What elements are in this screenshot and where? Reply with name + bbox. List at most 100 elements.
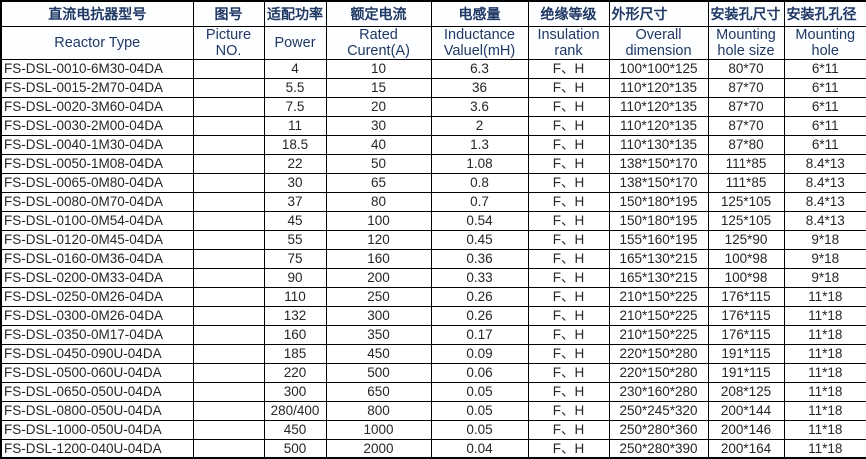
inductance-cell: 0.06 bbox=[430, 362, 529, 383]
inductance-cell: 0.8 bbox=[430, 172, 529, 193]
insulation-rank-cell: F、H bbox=[527, 362, 610, 383]
table-row: FS-DSL-0160-0M36-04DA 75 160 0.36 F、H 165*130… bbox=[0, 248, 866, 269]
table-header: 直流电抗器型号 图号 适配功率 额定电流 电感量 绝缘等级 外形尺寸 安装孔尺寸… bbox=[0, 0, 866, 60]
power-cell: 7.5 bbox=[263, 96, 327, 117]
power-cell: 37 bbox=[263, 191, 327, 212]
reactor-type-cell: FS-DSL-0080-0M70-04DA bbox=[0, 191, 194, 212]
reactor-type-cell: FS-DSL-0015-2M70-04DA bbox=[0, 77, 194, 98]
rated-current-cell: 800 bbox=[325, 400, 432, 421]
rated-current-cell: 50 bbox=[325, 153, 432, 174]
mounting-hole-size-cell: 87*80 bbox=[707, 134, 785, 155]
rated-current-cell: 160 bbox=[325, 248, 432, 269]
table-row: FS-DSL-1200-040U-04DA 500 2000 0.04 F、H 250*2… bbox=[0, 438, 866, 459]
rated-current-cell: 80 bbox=[325, 191, 432, 212]
insulation-rank-cell: F、H bbox=[527, 267, 610, 288]
mounting-hole-cell: 6*11 bbox=[783, 134, 866, 155]
overall-dimension-cell: 110*120*135 bbox=[608, 77, 709, 98]
mounting-hole-size-cell: 87*70 bbox=[707, 96, 785, 117]
inductance-cell: 0.09 bbox=[430, 343, 529, 364]
picture-no-cell bbox=[192, 419, 265, 440]
power-cell: 110 bbox=[263, 286, 327, 307]
rated-current-cell: 350 bbox=[325, 324, 432, 345]
inductance-cell: 0.45 bbox=[430, 229, 529, 250]
mounting-hole-size-cell: 191*115 bbox=[707, 362, 785, 383]
power-cell: 500 bbox=[263, 438, 327, 459]
overall-dimension-cell: 138*150*170 bbox=[608, 153, 709, 174]
col-header-overall-dimension-zh: 外形尺寸 bbox=[608, 0, 709, 27]
mounting-hole-cell: 11*18 bbox=[783, 286, 866, 307]
table-row: FS-DSL-0080-0M70-04DA 37 80 0.7 F、H 150*180*1… bbox=[0, 191, 866, 212]
col-header-mounting-hole-size-zh: 安装孔尺寸 bbox=[707, 0, 785, 27]
picture-no-cell bbox=[192, 134, 265, 155]
mounting-hole-size-cell: 87*70 bbox=[707, 115, 785, 136]
col-header-power-en: Power bbox=[263, 25, 327, 60]
inductance-cell: 0.54 bbox=[430, 210, 529, 231]
rated-current-cell: 1000 bbox=[325, 419, 432, 440]
insulation-rank-cell: F、H bbox=[527, 438, 610, 459]
col-header-mounting-hole-size-en: Mounting hole size bbox=[707, 25, 785, 60]
table-row: FS-DSL-0650-050U-04DA 300 650 0.05 F、H 230*16… bbox=[0, 381, 866, 402]
overall-dimension-cell: 110*130*135 bbox=[608, 134, 709, 155]
overall-dimension-cell: 230*160*280 bbox=[608, 381, 709, 402]
overall-dimension-cell: 165*130*215 bbox=[608, 267, 709, 288]
col-header-inductance-en: Inductance Valuel(mH) bbox=[430, 25, 529, 60]
reactor-type-cell: FS-DSL-0100-0M54-04DA bbox=[0, 210, 194, 231]
rated-current-cell: 200 bbox=[325, 267, 432, 288]
reactor-type-cell: FS-DSL-0200-0M33-04DA bbox=[0, 267, 194, 288]
mounting-hole-cell: 9*18 bbox=[783, 229, 866, 250]
insulation-rank-cell: F、H bbox=[527, 419, 610, 440]
inductance-cell: 0.05 bbox=[430, 381, 529, 402]
overall-dimension-cell: 220*150*280 bbox=[608, 362, 709, 383]
table-body: FS-DSL-0010-6M30-04DA 4 10 6.3 F、H 100*100*12… bbox=[0, 58, 866, 459]
insulation-rank-cell: F、H bbox=[527, 58, 610, 79]
table-row: FS-DSL-0040-1M30-04DA 18.5 40 1.3 F、H 110*130… bbox=[0, 134, 866, 155]
overall-dimension-cell: 165*130*215 bbox=[608, 248, 709, 269]
picture-no-cell bbox=[192, 77, 265, 98]
insulation-rank-cell: F、H bbox=[527, 115, 610, 136]
rated-current-cell: 40 bbox=[325, 134, 432, 155]
rated-current-cell: 100 bbox=[325, 210, 432, 231]
inductance-cell: 3.6 bbox=[430, 96, 529, 117]
power-cell: 55 bbox=[263, 229, 327, 250]
col-header-reactor-type-en: Reactor Type bbox=[0, 25, 194, 60]
insulation-rank-cell: F、H bbox=[527, 229, 610, 250]
insulation-rank-cell: F、H bbox=[527, 400, 610, 421]
overall-dimension-cell: 150*180*195 bbox=[608, 210, 709, 231]
mounting-hole-size-cell: 111*85 bbox=[707, 172, 785, 193]
rated-current-cell: 450 bbox=[325, 343, 432, 364]
power-cell: 11 bbox=[263, 115, 327, 136]
picture-no-cell bbox=[192, 172, 265, 193]
picture-no-cell bbox=[192, 153, 265, 174]
picture-no-cell bbox=[192, 324, 265, 345]
mounting-hole-cell: 6*11 bbox=[783, 115, 866, 136]
col-header-rated-current-en: Rated Curent(A) bbox=[325, 25, 432, 60]
mounting-hole-cell: 6*11 bbox=[783, 77, 866, 98]
table-row: FS-DSL-0030-2M00-04DA 11 30 2 F、H 110*120*135… bbox=[0, 115, 866, 136]
mounting-hole-cell: 8.4*13 bbox=[783, 153, 866, 174]
overall-dimension-cell: 155*160*195 bbox=[608, 229, 709, 250]
mounting-hole-cell: 11*18 bbox=[783, 419, 866, 440]
inductance-cell: 0.33 bbox=[430, 267, 529, 288]
insulation-rank-cell: F、H bbox=[527, 381, 610, 402]
reactor-type-cell: FS-DSL-0650-050U-04DA bbox=[0, 381, 194, 402]
table-row: FS-DSL-0350-0M17-04DA 160 350 0.17 F、H 210*15… bbox=[0, 324, 866, 345]
power-cell: 5.5 bbox=[263, 77, 327, 98]
col-header-inductance-zh: 电感量 bbox=[430, 0, 529, 27]
picture-no-cell bbox=[192, 96, 265, 117]
insulation-rank-cell: F、H bbox=[527, 134, 610, 155]
reactor-type-cell: FS-DSL-0250-0M26-04DA bbox=[0, 286, 194, 307]
power-cell: 75 bbox=[263, 248, 327, 269]
inductance-cell: 1.08 bbox=[430, 153, 529, 174]
mounting-hole-cell: 6*11 bbox=[783, 96, 866, 117]
rated-current-cell: 250 bbox=[325, 286, 432, 307]
overall-dimension-cell: 138*150*170 bbox=[608, 172, 709, 193]
reactor-type-cell: FS-DSL-0350-0M17-04DA bbox=[0, 324, 194, 345]
rated-current-cell: 2000 bbox=[325, 438, 432, 459]
mounting-hole-size-cell: 125*105 bbox=[707, 191, 785, 212]
reactor-type-cell: FS-DSL-0040-1M30-04DA bbox=[0, 134, 194, 155]
inductance-cell: 0.7 bbox=[430, 191, 529, 212]
overall-dimension-cell: 250*245*320 bbox=[608, 400, 709, 421]
reactor-type-cell: FS-DSL-1200-040U-04DA bbox=[0, 438, 194, 459]
rated-current-cell: 500 bbox=[325, 362, 432, 383]
col-header-rated-current-zh: 额定电流 bbox=[325, 0, 432, 27]
